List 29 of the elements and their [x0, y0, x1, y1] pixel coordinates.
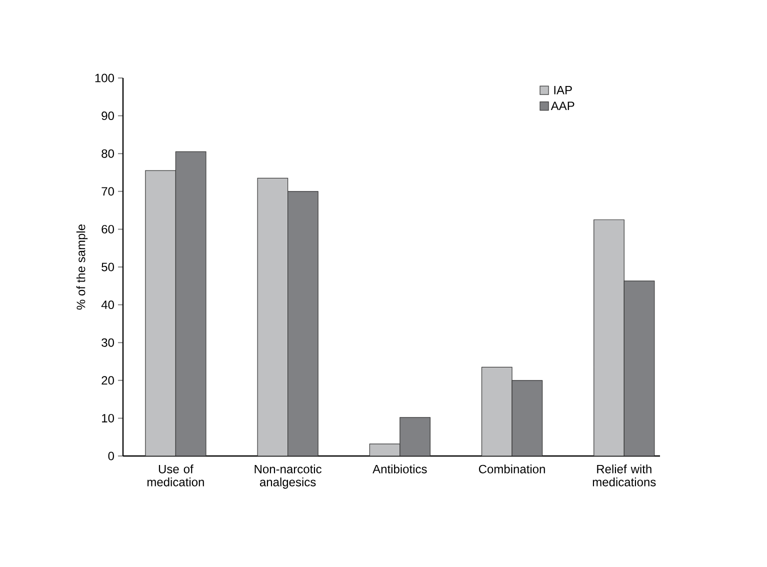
bar	[257, 178, 288, 456]
legend-label: AAP	[550, 102, 574, 110]
bar	[400, 417, 430, 456]
y-tick-label: 0	[108, 452, 114, 460]
bar	[175, 151, 206, 456]
bar	[512, 380, 543, 456]
y-tick-label: 50	[102, 262, 114, 272]
bar	[481, 366, 512, 456]
y-tick-label: 70	[102, 187, 114, 196]
x-tick-label: Non-narcotic analgesics	[254, 464, 322, 489]
y-tick-label: 30	[102, 338, 114, 347]
y-tick-label: 20	[102, 376, 114, 385]
x-tick-label: Use of medication	[147, 464, 204, 486]
x-tick-label: Antibiotics	[372, 464, 427, 474]
y-axis-title: % of the sample	[76, 224, 88, 310]
x-tick-label: Combination	[478, 464, 545, 474]
bar	[145, 170, 176, 456]
bar	[370, 444, 400, 456]
y-tick-label: 60	[102, 224, 114, 234]
x-tick-label: Relief with medications	[592, 464, 656, 486]
bar	[594, 219, 624, 456]
bar	[288, 191, 318, 456]
legend-label: IAP	[554, 86, 572, 94]
y-tick-label: 40	[101, 300, 114, 310]
y-tick-label: 100	[95, 74, 114, 82]
y-tick-label: 80	[102, 149, 114, 158]
bar	[624, 280, 655, 456]
y-tick-label: 90	[102, 112, 114, 120]
y-tick-label: 10	[102, 414, 114, 422]
